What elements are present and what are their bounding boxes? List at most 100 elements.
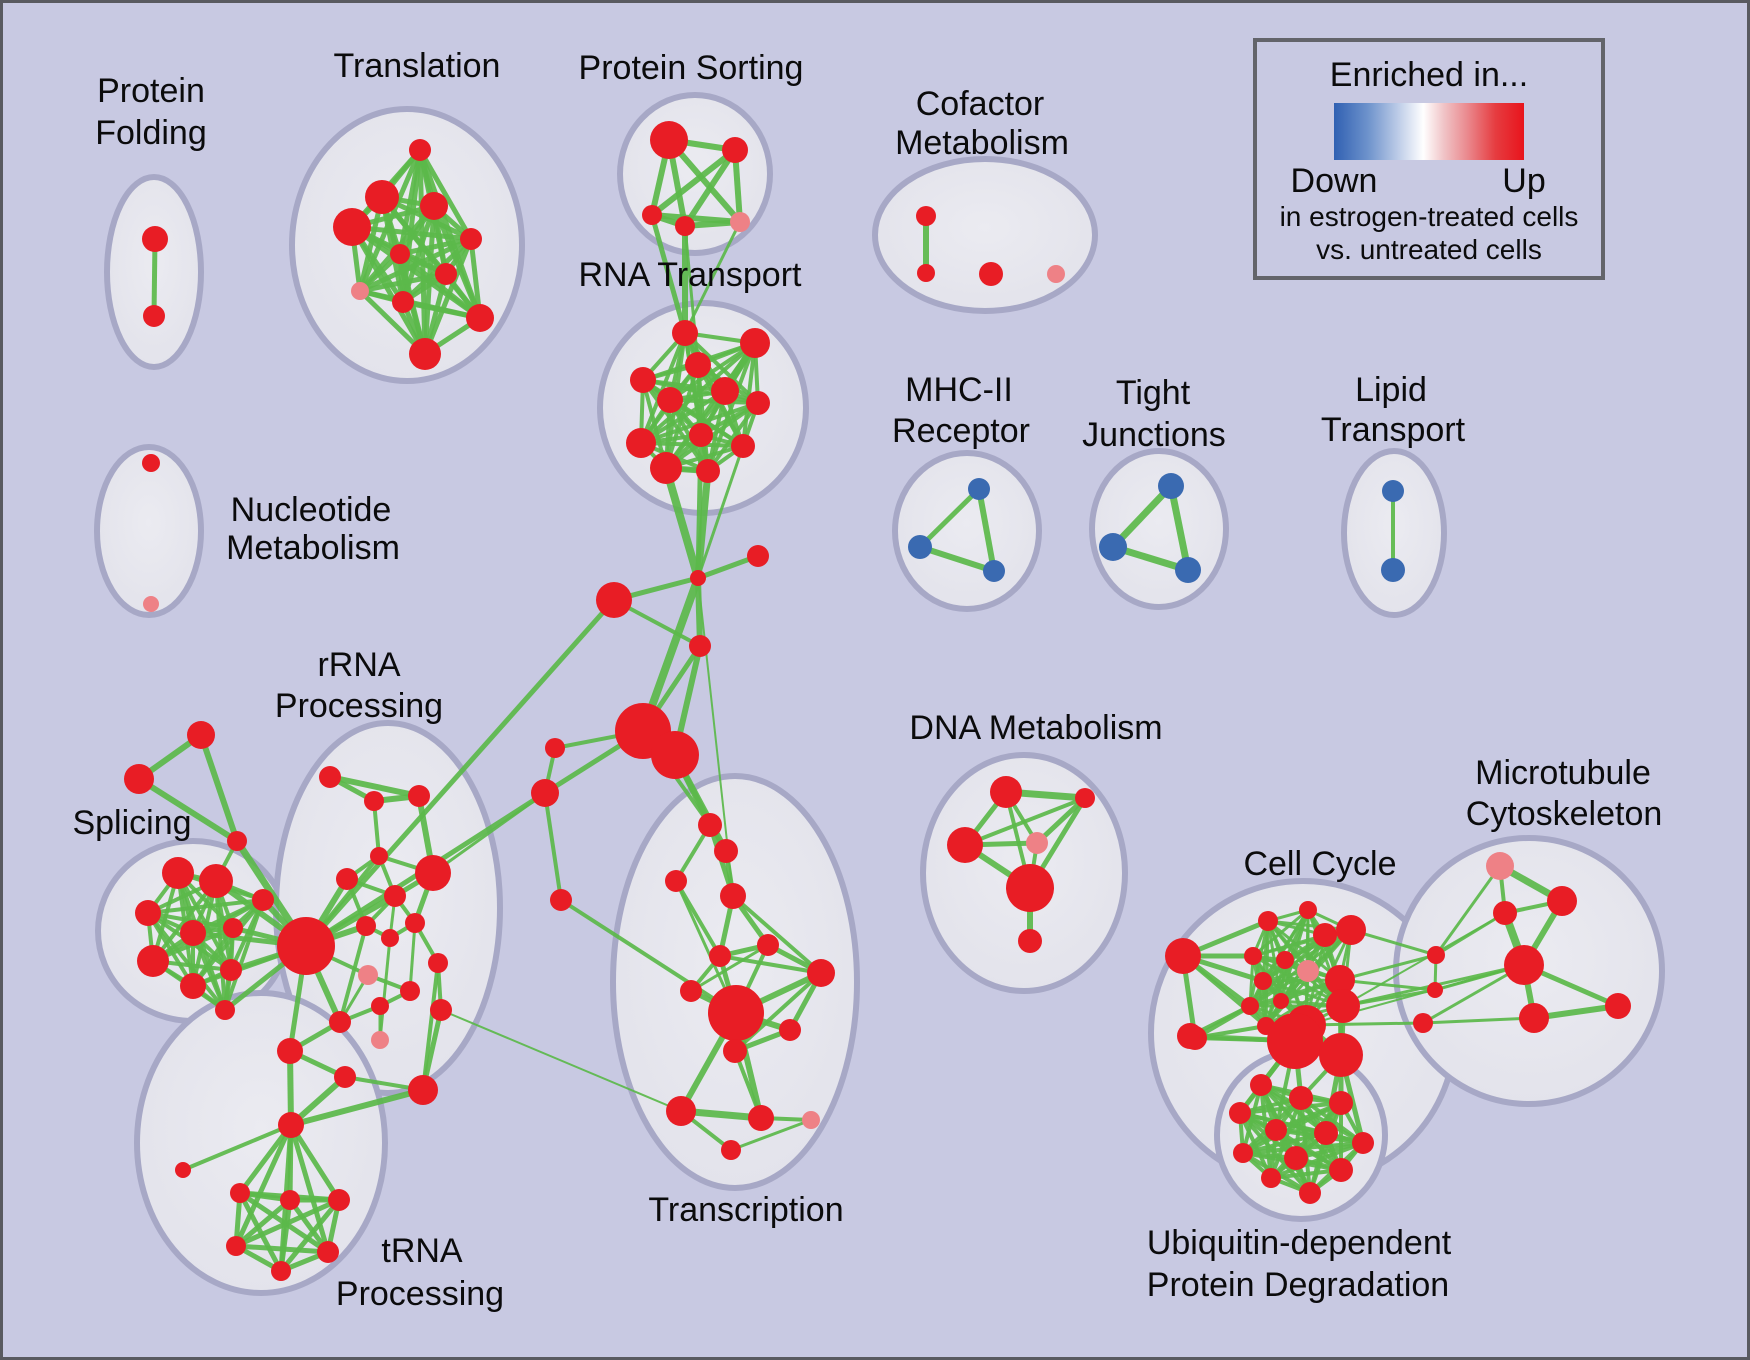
node-t7[interactable] [666,1096,696,1126]
node-b3[interactable] [1413,1013,1433,1033]
node-cc6[interactable] [1276,951,1294,969]
node-tr8[interactable] [466,304,494,332]
node-ub6[interactable] [1314,1121,1338,1145]
node-rt2[interactable] [740,328,770,358]
node-t9[interactable] [721,1140,741,1160]
node-tg2[interactable] [124,764,154,794]
node-ub9[interactable] [1284,1146,1308,1170]
node-hub2[interactable] [651,731,699,779]
node-txc[interactable] [665,870,687,892]
node-ps3[interactable] [642,205,662,225]
node-txb[interactable] [714,839,738,863]
node-dmp[interactable] [1026,832,1048,854]
node-rt4[interactable] [630,367,656,393]
node-ub8[interactable] [1233,1143,1253,1163]
node-ub3[interactable] [1329,1091,1353,1115]
node-TB[interactable] [708,985,764,1041]
node-ub4[interactable] [1229,1102,1251,1124]
node-rrp1[interactable] [358,965,378,985]
node-tp[interactable] [802,1111,820,1129]
node-rr15[interactable] [430,999,452,1021]
node-sp5[interactable] [137,945,169,977]
node-rr12[interactable] [400,981,420,1001]
node-ubl[interactable] [1177,1023,1203,1049]
node-mc2[interactable] [1493,901,1517,925]
node-rr11[interactable] [428,953,448,973]
node-ps4[interactable] [675,216,695,236]
node-tn6[interactable] [317,1241,339,1263]
node-rt11[interactable] [731,434,755,458]
node-cc5[interactable] [1244,947,1262,965]
node-tn1[interactable] [230,1183,250,1203]
node-cc10[interactable] [1241,997,1259,1015]
node-rt9[interactable] [626,428,656,458]
node-rr2[interactable] [364,791,384,811]
node-rr6[interactable] [415,855,451,891]
node-sp2[interactable] [199,864,233,898]
node-tr4[interactable] [390,244,410,264]
node-tr7[interactable] [435,263,457,285]
node-lp1[interactable] [1382,480,1404,502]
node-b2[interactable] [1427,982,1443,998]
node-nm1[interactable] [142,454,160,472]
node-rr18[interactable] [408,1075,438,1105]
node-pf1[interactable] [142,226,168,252]
node-cm2[interactable] [917,264,935,282]
node-rr13[interactable] [371,997,389,1015]
node-txd[interactable] [720,883,746,909]
node-dm3[interactable] [1075,788,1095,808]
node-g1[interactable] [1267,1013,1323,1069]
node-rr10[interactable] [405,913,425,933]
node-tn5[interactable] [271,1261,291,1281]
node-cc3[interactable] [1313,923,1337,947]
node-sp3[interactable] [135,900,161,926]
node-lc[interactable] [550,889,572,911]
node-tg1[interactable] [187,721,215,749]
node-mc4[interactable] [1519,1003,1549,1033]
node-ub5[interactable] [1265,1119,1287,1141]
node-tg3[interactable] [227,831,247,851]
node-j1[interactable] [690,570,706,586]
node-tn2[interactable] [280,1190,300,1210]
node-ub2[interactable] [1289,1086,1313,1110]
node-tnh[interactable] [278,1112,304,1138]
node-sp9[interactable] [220,959,242,981]
node-tn3[interactable] [328,1189,350,1211]
node-rt1[interactable] [672,320,698,346]
node-ub11[interactable] [1261,1168,1281,1188]
node-rr8[interactable] [356,916,376,936]
node-tj2[interactable] [1099,533,1127,561]
node-b1[interactable] [1427,946,1445,964]
node-txa[interactable] [698,813,722,837]
node-t3[interactable] [807,959,835,987]
node-rr17[interactable] [334,1066,356,1088]
node-dm4[interactable] [1006,864,1054,912]
node-tr10[interactable] [392,291,414,313]
node-ub7[interactable] [1352,1132,1374,1154]
node-rr7[interactable] [384,885,406,907]
node-tr5[interactable] [420,192,448,220]
node-dm1[interactable] [990,776,1022,808]
node-tr6[interactable] [460,228,482,250]
node-tj1[interactable] [1158,473,1184,499]
node-nm2[interactable] [143,596,159,612]
node-t5[interactable] [779,1019,801,1041]
node-tni[interactable] [175,1162,191,1178]
node-tn4[interactable] [226,1236,246,1256]
node-cm1[interactable] [916,206,936,226]
node-ub12[interactable] [1299,1182,1321,1204]
node-sp4[interactable] [180,920,206,946]
node-cc8[interactable] [1254,972,1272,990]
node-pf2[interactable] [143,305,165,327]
node-rt10[interactable] [650,452,682,484]
node-cmp[interactable] [1047,265,1065,283]
node-g2[interactable] [1319,1033,1363,1077]
node-mh1[interactable] [968,478,990,500]
node-rrp2[interactable] [371,1031,389,1049]
node-sp6[interactable] [223,918,243,938]
node-lp2[interactable] [1381,558,1405,582]
node-rt5[interactable] [657,387,683,413]
node-rr3[interactable] [408,785,430,807]
node-cc2[interactable] [1299,901,1317,919]
node-tr2[interactable] [365,180,399,214]
